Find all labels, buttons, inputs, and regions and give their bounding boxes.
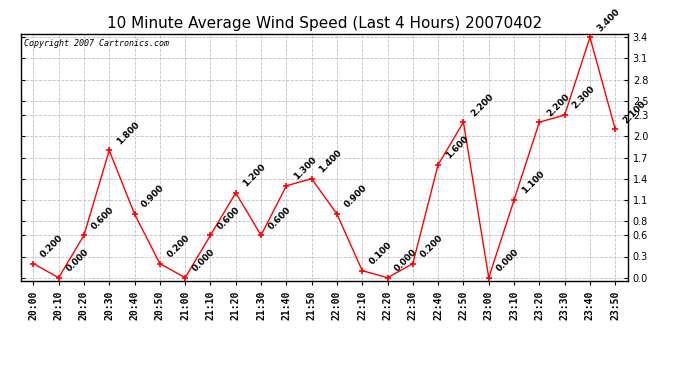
Text: 0.100: 0.100 bbox=[368, 240, 394, 267]
Text: 1.300: 1.300 bbox=[292, 155, 318, 182]
Text: 0.200: 0.200 bbox=[39, 233, 65, 260]
Text: 2.300: 2.300 bbox=[570, 85, 596, 111]
Text: 1.200: 1.200 bbox=[241, 162, 268, 189]
Text: 0.900: 0.900 bbox=[140, 184, 166, 210]
Text: 2.100: 2.100 bbox=[621, 99, 647, 125]
Text: 0.000: 0.000 bbox=[64, 248, 90, 273]
Text: 0.000: 0.000 bbox=[494, 248, 520, 273]
Text: 0.200: 0.200 bbox=[166, 233, 192, 260]
Text: 0.600: 0.600 bbox=[216, 205, 242, 231]
Text: 1.100: 1.100 bbox=[520, 170, 546, 196]
Text: 0.000: 0.000 bbox=[190, 248, 217, 273]
Text: 0.600: 0.600 bbox=[90, 205, 116, 231]
Text: 0.900: 0.900 bbox=[342, 184, 368, 210]
Text: 0.600: 0.600 bbox=[266, 205, 293, 231]
Text: Copyright 2007 Cartronics.com: Copyright 2007 Cartronics.com bbox=[23, 39, 169, 48]
Title: 10 Minute Average Wind Speed (Last 4 Hours) 20070402: 10 Minute Average Wind Speed (Last 4 Hou… bbox=[107, 16, 542, 31]
Text: 3.400: 3.400 bbox=[595, 7, 622, 33]
Text: 2.200: 2.200 bbox=[469, 92, 495, 118]
Text: 1.400: 1.400 bbox=[317, 148, 344, 174]
Text: 0.200: 0.200 bbox=[418, 233, 444, 260]
Text: 2.200: 2.200 bbox=[545, 92, 571, 118]
Text: 1.600: 1.600 bbox=[444, 134, 470, 160]
Text: 0.000: 0.000 bbox=[393, 248, 420, 273]
Text: 1.800: 1.800 bbox=[115, 120, 141, 146]
